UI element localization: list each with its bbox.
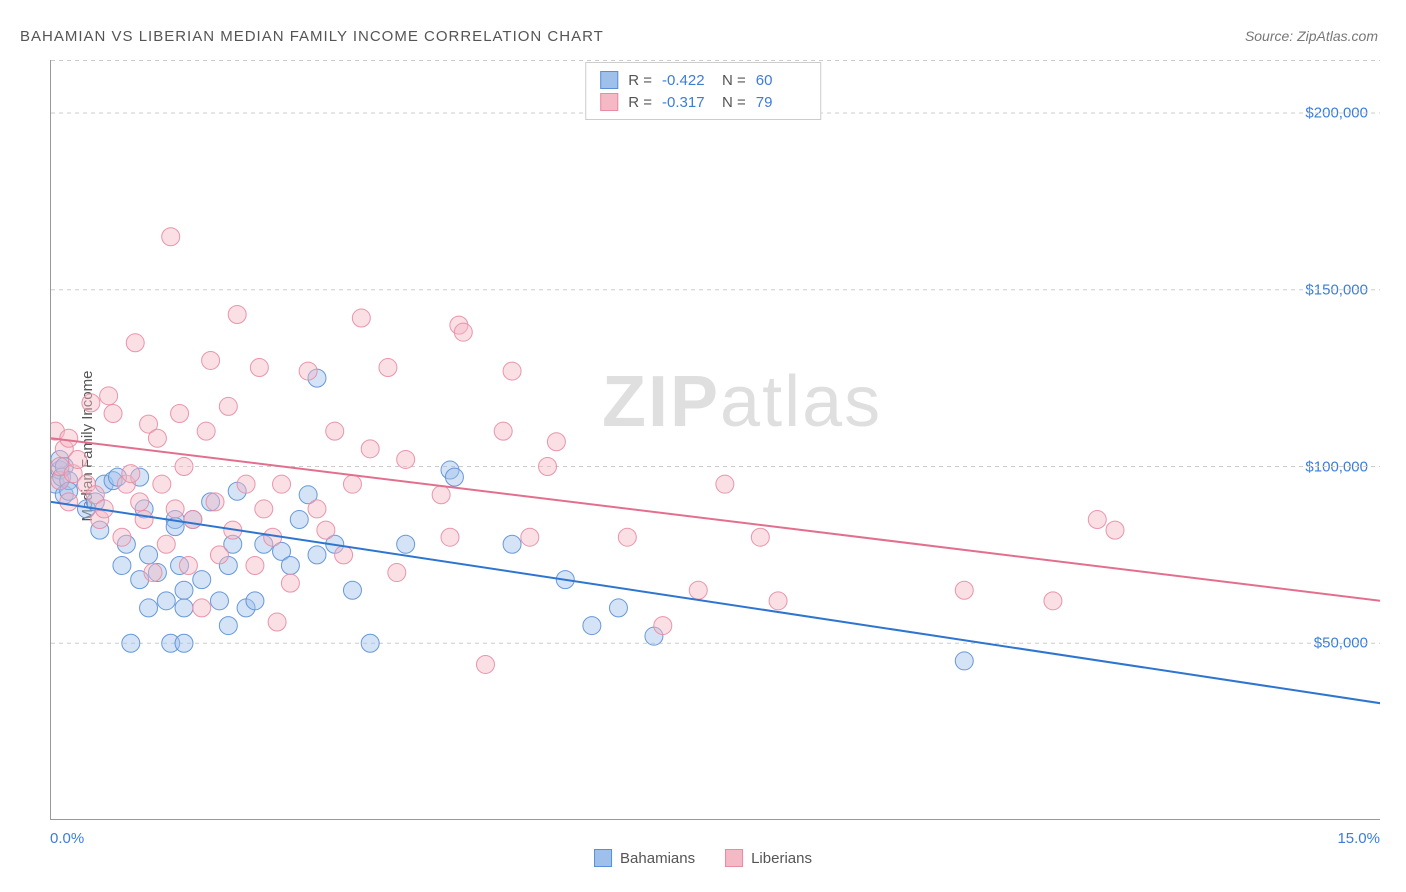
plot-area: ZIPatlas $50,000$100,000$150,000$200,000 (50, 60, 1380, 820)
stats-row: R = -0.317 N = 79 (600, 91, 806, 113)
r-label: R = (628, 94, 652, 111)
legend-label: Bahamians (620, 850, 695, 867)
swatch-icon (594, 849, 612, 867)
swatch-icon (600, 71, 618, 89)
r-value: -0.422 (662, 72, 712, 89)
n-value: 60 (756, 72, 806, 89)
stats-row: R = -0.422 N = 60 (600, 69, 806, 91)
stats-legend: R = -0.422 N = 60 R = -0.317 N = 79 (585, 62, 821, 120)
n-label: N = (722, 72, 746, 89)
legend-item: Bahamians (594, 849, 695, 867)
source-value: ZipAtlas.com (1297, 28, 1378, 44)
source-attribution: Source: ZipAtlas.com (1245, 28, 1378, 44)
x-min-label: 0.0% (50, 830, 84, 847)
legend-item: Liberians (725, 849, 812, 867)
swatch-icon (725, 849, 743, 867)
legend-label: Liberians (751, 850, 812, 867)
source-label: Source: (1245, 28, 1293, 44)
n-label: N = (722, 94, 746, 111)
r-label: R = (628, 72, 652, 89)
n-value: 79 (756, 94, 806, 111)
scatter-svg (51, 60, 1380, 819)
chart-container: BAHAMIAN VS LIBERIAN MEDIAN FAMILY INCOM… (0, 0, 1406, 892)
r-value: -0.317 (662, 94, 712, 111)
chart-title: BAHAMIAN VS LIBERIAN MEDIAN FAMILY INCOM… (20, 28, 604, 45)
swatch-icon (600, 93, 618, 111)
bottom-legend: Bahamians Liberians (594, 849, 812, 867)
x-max-label: 15.0% (1337, 830, 1380, 847)
